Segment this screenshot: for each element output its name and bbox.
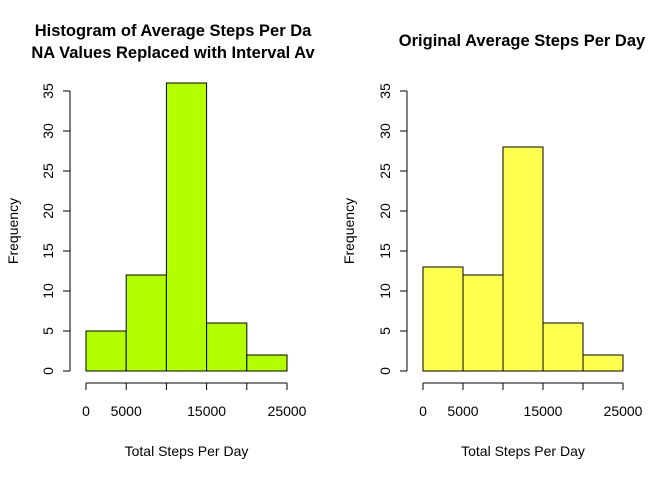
x-axis: 0 5000 15000 25000 xyxy=(419,382,643,419)
y-tick-label: 0 xyxy=(40,367,56,375)
y-tick-label: 10 xyxy=(40,283,56,299)
histogram-bar xyxy=(85,330,127,372)
x-tick-label: 15000 xyxy=(524,403,563,419)
histogram-bar xyxy=(422,266,464,372)
x-tick-label: 0 xyxy=(82,403,90,419)
x-axis: 0 5000 15000 25000 xyxy=(82,382,307,419)
y-tick-label: 5 xyxy=(377,327,393,335)
x-axis-label: Total Steps Per Day xyxy=(461,443,585,459)
histogram-bar xyxy=(165,82,208,372)
histogram-bar xyxy=(206,322,248,372)
y-axis: 0 5 10 15 20 25 30 35 xyxy=(377,83,408,375)
y-tick-label: 35 xyxy=(377,83,393,99)
x-tick-label: 25000 xyxy=(268,403,307,419)
chart-title-line: Histogram of Average Steps Per Da xyxy=(35,22,312,40)
histogram-panel-1: Histogram of Average Steps Per Da NA Valu… xyxy=(5,22,315,459)
y-tick-label: 0 xyxy=(377,367,393,375)
x-tick-label: 5000 xyxy=(447,403,478,419)
y-axis: 0 5 10 15 20 25 30 35 xyxy=(40,83,71,375)
histogram-bar xyxy=(246,354,288,372)
x-axis-label: Total Steps Per Day xyxy=(125,443,249,459)
y-tick-label: 25 xyxy=(40,163,56,179)
histogram-bar xyxy=(502,146,544,372)
x-tick-label: 5000 xyxy=(111,403,142,419)
y-tick-label: 15 xyxy=(377,243,393,259)
y-tick-label: 5 xyxy=(40,327,56,335)
chart-title-line: Original Average Steps Per Day xyxy=(399,32,646,50)
x-tick-label: 25000 xyxy=(604,403,643,419)
x-tick-label: 15000 xyxy=(187,403,226,419)
y-tick-label: 20 xyxy=(40,203,56,219)
y-axis-label: Frequency xyxy=(341,198,357,264)
y-axis-label: Frequency xyxy=(5,198,21,264)
chart-title-line: NA Values Replaced with Interval Av xyxy=(31,44,315,62)
histogram-bar xyxy=(542,322,584,372)
histogram-panel-2: Original Average Steps Per Day 0 5 10 15 20 25… xyxy=(341,32,646,459)
y-tick-label: 10 xyxy=(377,283,393,299)
histogram-bar xyxy=(462,274,504,372)
y-tick-label: 25 xyxy=(377,163,393,179)
histogram-bar xyxy=(582,354,624,372)
y-tick-label: 20 xyxy=(377,203,393,219)
y-tick-label: 30 xyxy=(377,123,393,139)
y-tick-label: 35 xyxy=(40,83,56,99)
y-tick-label: 15 xyxy=(40,243,56,259)
histogram-bar xyxy=(125,274,167,372)
x-tick-label: 0 xyxy=(419,403,427,419)
y-tick-label: 30 xyxy=(40,123,56,139)
